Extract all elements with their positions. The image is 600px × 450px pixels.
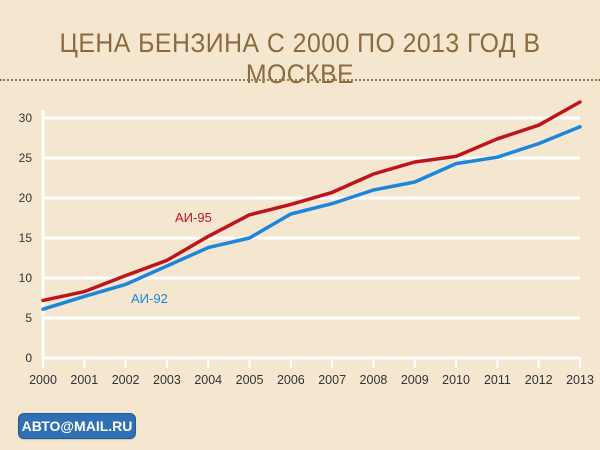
x-tick-label: 2009 xyxy=(401,373,429,387)
x-tick-label: 2006 xyxy=(277,373,305,387)
x-tick-label: 2001 xyxy=(70,373,98,387)
series-label-ai95: АИ-95 xyxy=(175,210,212,225)
x-tick-label: 2000 xyxy=(29,373,57,387)
x-tick-label: 2007 xyxy=(318,373,346,387)
brand-logo: АВТО@MAIL.RU xyxy=(18,413,136,439)
y-tick-label: 0 xyxy=(25,351,32,365)
series-line-ai95 xyxy=(41,100,582,303)
x-tick-label: 2005 xyxy=(236,373,264,387)
y-tick-label: 25 xyxy=(19,151,33,165)
y-tick-label: 30 xyxy=(19,111,33,125)
x-tick-label: 2003 xyxy=(153,373,181,387)
x-tick-label: 2010 xyxy=(442,373,470,387)
x-tick-label: 2002 xyxy=(112,373,140,387)
x-tick-label: 2004 xyxy=(194,373,222,387)
x-tick-label: 2012 xyxy=(525,373,553,387)
chart-title: ЦЕНА БЕНЗИНА С 2000 ПО 2013 ГОД В МОСКВЕ xyxy=(59,28,541,89)
x-tick-label: 2008 xyxy=(360,373,388,387)
series-label-ai92: АИ-92 xyxy=(131,291,168,306)
y-tick-label: 5 xyxy=(25,311,32,325)
y-tick-label: 15 xyxy=(19,231,33,245)
x-tick-label: 2013 xyxy=(566,373,594,387)
title-divider xyxy=(0,79,600,81)
y-tick-label: 20 xyxy=(19,191,33,205)
series-line-ai92 xyxy=(41,125,582,311)
y-tick-label: 10 xyxy=(19,271,33,285)
x-tick-label: 2011 xyxy=(484,373,511,387)
